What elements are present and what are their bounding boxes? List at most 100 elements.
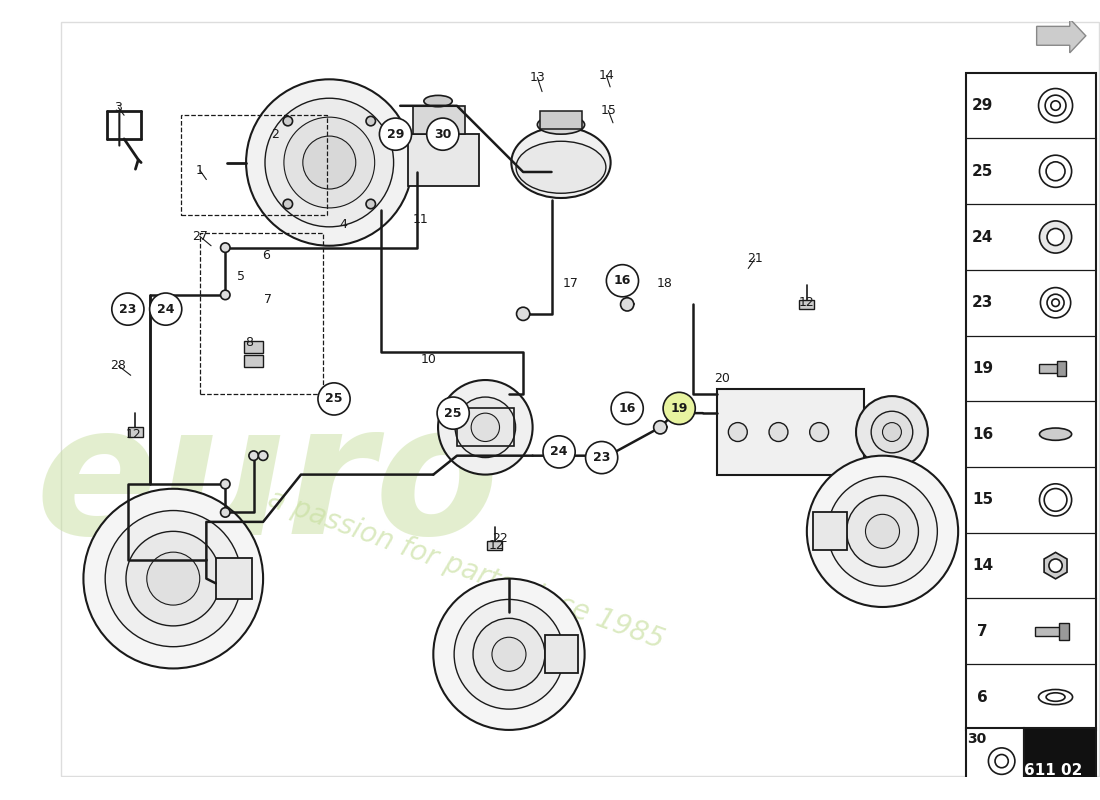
Circle shape xyxy=(427,118,459,150)
Bar xyxy=(244,342,263,353)
Text: 2: 2 xyxy=(272,128,279,141)
Circle shape xyxy=(810,422,828,442)
Text: 24: 24 xyxy=(157,302,175,316)
Circle shape xyxy=(1044,489,1067,511)
Bar xyxy=(966,73,1097,730)
Circle shape xyxy=(1041,287,1070,318)
Text: 18: 18 xyxy=(657,277,673,290)
Circle shape xyxy=(438,380,532,474)
Text: 12: 12 xyxy=(799,296,815,309)
Text: 25: 25 xyxy=(444,406,462,420)
Text: 13: 13 xyxy=(529,71,546,84)
Bar xyxy=(1059,623,1069,640)
Circle shape xyxy=(1045,95,1066,116)
Ellipse shape xyxy=(512,127,610,198)
Circle shape xyxy=(220,479,230,489)
Text: a passion for parts since 1985: a passion for parts since 1985 xyxy=(264,484,669,654)
Circle shape xyxy=(989,748,1015,774)
Circle shape xyxy=(112,293,144,325)
Circle shape xyxy=(806,456,958,607)
Circle shape xyxy=(653,421,667,434)
Circle shape xyxy=(283,116,293,126)
Text: 611 02: 611 02 xyxy=(1023,763,1082,778)
Circle shape xyxy=(612,392,643,425)
Text: 22: 22 xyxy=(492,533,507,546)
Circle shape xyxy=(366,116,375,126)
Circle shape xyxy=(620,298,634,311)
Text: 1: 1 xyxy=(196,163,204,177)
Circle shape xyxy=(473,618,544,690)
Text: 19: 19 xyxy=(972,361,993,376)
Circle shape xyxy=(1046,162,1065,181)
Circle shape xyxy=(728,422,747,442)
Text: 4: 4 xyxy=(340,218,348,230)
Circle shape xyxy=(1038,89,1072,122)
Circle shape xyxy=(517,307,530,321)
Text: 6: 6 xyxy=(262,249,270,262)
Circle shape xyxy=(318,383,350,415)
Circle shape xyxy=(220,243,230,252)
Text: 16: 16 xyxy=(614,274,631,287)
Circle shape xyxy=(302,136,355,189)
Text: 12: 12 xyxy=(125,428,142,442)
Circle shape xyxy=(220,290,230,300)
Text: 12: 12 xyxy=(488,539,505,552)
Ellipse shape xyxy=(516,142,606,194)
Bar xyxy=(544,635,578,673)
Bar xyxy=(1057,361,1066,376)
Circle shape xyxy=(283,199,293,209)
Text: 28: 28 xyxy=(110,359,126,372)
Text: 19: 19 xyxy=(671,402,688,415)
Circle shape xyxy=(146,552,200,605)
Bar xyxy=(1038,364,1059,373)
Bar xyxy=(244,355,263,366)
Circle shape xyxy=(1052,299,1059,306)
Circle shape xyxy=(150,293,182,325)
Text: 20: 20 xyxy=(714,372,729,385)
Text: 23: 23 xyxy=(972,295,993,310)
Bar xyxy=(966,728,1024,780)
Text: 15: 15 xyxy=(972,492,993,507)
Text: 14: 14 xyxy=(598,69,614,82)
Text: 6: 6 xyxy=(978,690,988,705)
Text: 14: 14 xyxy=(972,558,993,573)
Text: 7: 7 xyxy=(978,624,988,639)
Ellipse shape xyxy=(537,115,584,134)
Bar xyxy=(200,234,322,394)
Bar xyxy=(128,427,143,437)
Circle shape xyxy=(585,442,618,474)
Circle shape xyxy=(1040,484,1071,516)
Text: 29: 29 xyxy=(972,98,993,113)
Circle shape xyxy=(265,98,394,227)
Text: euro: euro xyxy=(36,396,499,572)
Text: 17: 17 xyxy=(562,277,579,290)
Circle shape xyxy=(249,451,258,461)
Ellipse shape xyxy=(1046,693,1065,702)
Bar xyxy=(1024,728,1097,780)
Text: 7: 7 xyxy=(264,293,272,306)
Text: 24: 24 xyxy=(550,446,568,458)
Bar xyxy=(800,300,814,309)
Text: 27: 27 xyxy=(191,230,208,242)
Circle shape xyxy=(455,397,516,458)
Circle shape xyxy=(1040,155,1071,187)
Circle shape xyxy=(663,392,695,425)
Circle shape xyxy=(606,265,638,297)
Circle shape xyxy=(106,510,241,646)
Text: 25: 25 xyxy=(972,164,993,178)
Text: 11: 11 xyxy=(414,213,429,226)
Circle shape xyxy=(1047,294,1064,311)
Text: 29: 29 xyxy=(387,128,404,141)
Circle shape xyxy=(996,754,1009,768)
Circle shape xyxy=(847,495,918,567)
Circle shape xyxy=(433,578,584,730)
Text: 30: 30 xyxy=(967,732,987,746)
Ellipse shape xyxy=(1038,690,1072,705)
Circle shape xyxy=(769,422,788,442)
Text: 5: 5 xyxy=(238,270,245,282)
Circle shape xyxy=(866,514,900,548)
Circle shape xyxy=(827,477,937,586)
Text: 24: 24 xyxy=(972,230,993,245)
Text: 16: 16 xyxy=(618,402,636,415)
Bar xyxy=(180,115,328,214)
